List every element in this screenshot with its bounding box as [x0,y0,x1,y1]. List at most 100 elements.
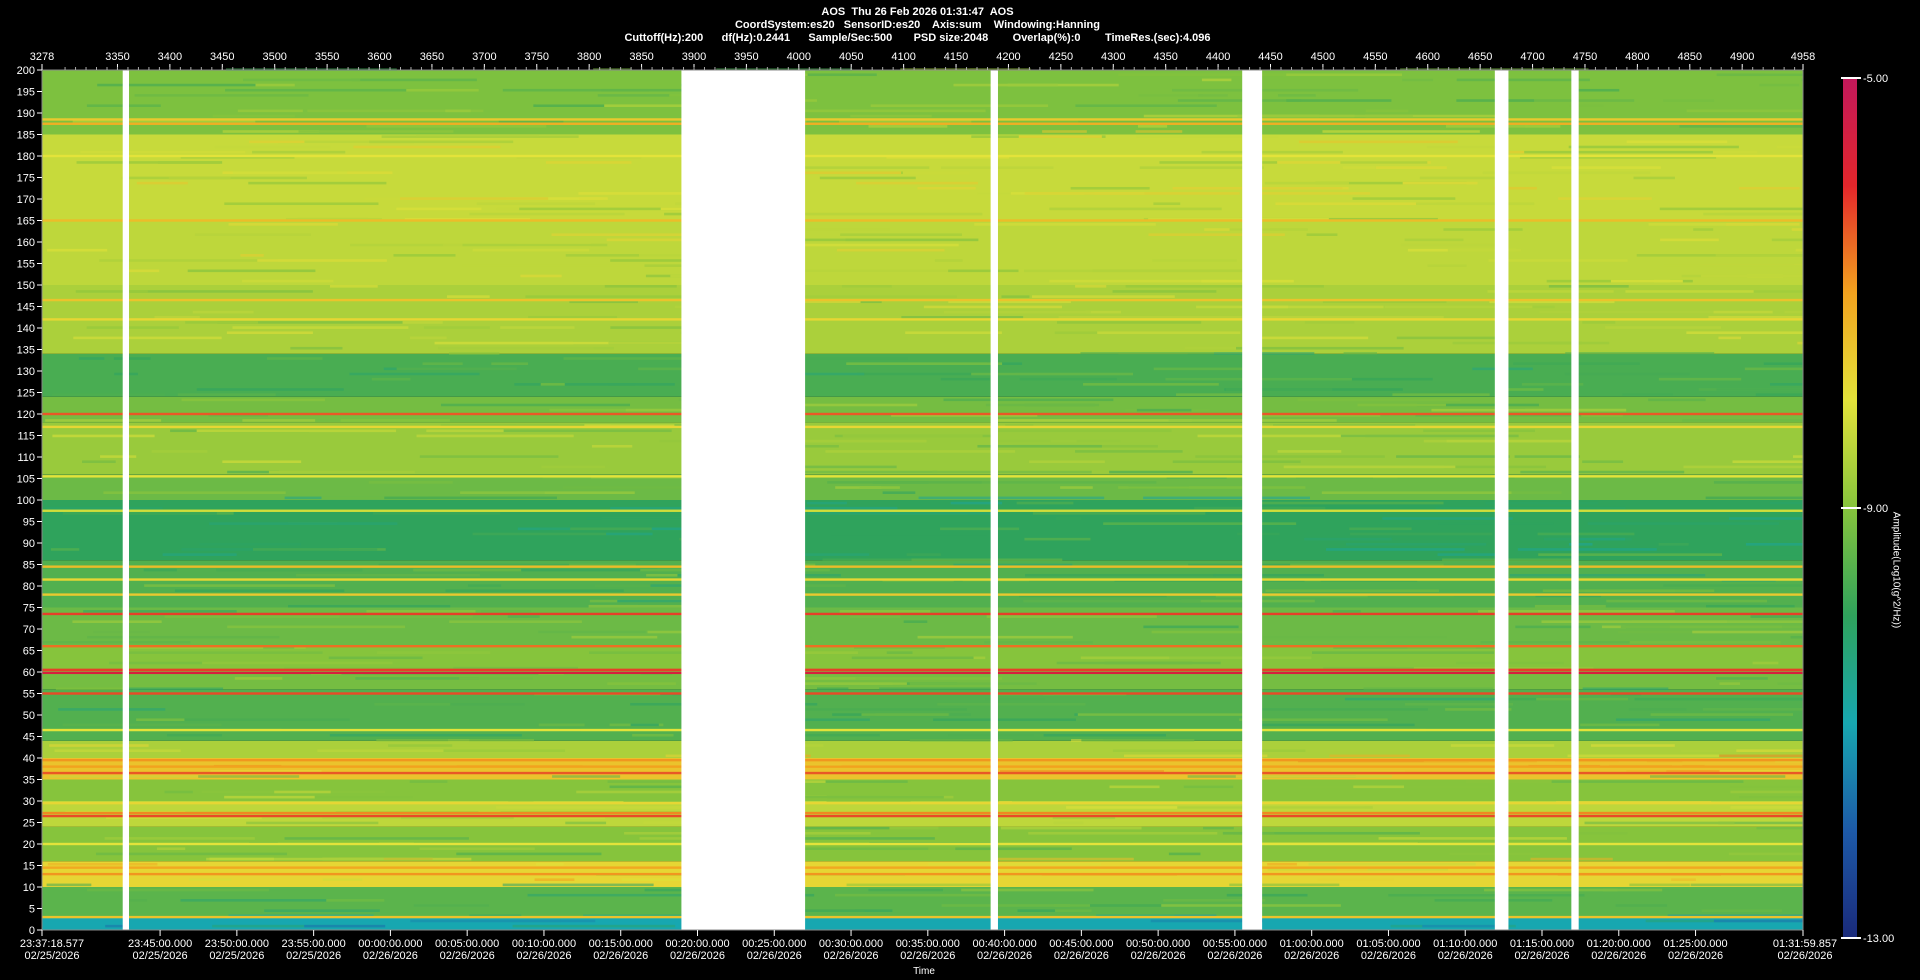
noise-cell [227,470,280,474]
noise-cell [1298,140,1458,144]
noise-cell [462,264,629,267]
noise-cell [1582,460,1624,464]
noise-cell [136,718,185,722]
noise-cell [934,259,963,262]
noise-cell [1273,424,1416,427]
top-tick-label: 4500 [1311,51,1335,63]
noise-cell [608,341,714,345]
noise-cell [761,847,929,851]
noise-cell [216,568,363,572]
noise-cell [1738,186,1800,190]
noise-cell [1443,228,1523,231]
top-tick-label: 4200 [996,51,1020,63]
noise-cell [578,197,608,200]
noise-cell [123,899,148,902]
noise-cell [1225,388,1333,391]
noise-cell [496,806,681,809]
noise-cell [933,718,1076,722]
noise-cell [781,171,901,175]
noise-cell [839,119,972,123]
noise-cell [1151,630,1262,634]
top-tick-label: 3278 [30,51,54,63]
spectral-line [42,842,1803,846]
time-tick-label: 00:40:00.000 [972,938,1036,950]
noise-cell [1482,171,1651,175]
spectral-line [42,872,1803,876]
top-tick-label: 4650 [1468,51,1492,63]
noise-cell [1017,909,1056,912]
noise-cell [1650,713,1794,716]
noise-cell [525,295,715,298]
colorbar-tick-label: -9.00 [1863,503,1888,515]
noise-cell [1183,785,1234,789]
y-tick-label: 25 [23,818,35,830]
noise-cell [1713,919,1803,923]
noise-cell [227,625,406,629]
noise-cell [886,156,1010,159]
noise-cell [1419,176,1505,180]
top-tick-label: 3850 [629,51,653,63]
noise-cell [1400,357,1481,360]
noise-cell [741,357,909,360]
noise-cell [598,254,724,257]
time-tick-label: 00:30:00.000 [819,938,883,950]
y-tick-label: 70 [23,624,35,636]
noise-cell [761,300,861,304]
colorbar-title: Amplitude(Log10(g^2/Hz)) [1890,511,1902,629]
noise-cell [1336,868,1368,871]
noise-cell [1345,543,1487,546]
noise-cell [1716,73,1803,77]
noise-cell [1109,785,1160,789]
noise-cell [1054,331,1104,335]
date-tick-label: 02/25/2026 [24,950,79,962]
noise-cell [1077,713,1243,716]
noise-cell [1184,346,1275,350]
noise-cell [1449,852,1540,856]
noise-cell [1738,795,1803,799]
noise-cell [151,450,208,453]
noise-cell [839,610,931,613]
noise-cell [971,372,1134,376]
noise-cell [419,455,559,458]
time-tick-label: 01:10:00.000 [1433,938,1497,950]
noise-cell [1489,300,1615,304]
noise-cell [1177,99,1302,102]
noise-cell [1343,352,1377,355]
y-tick-label: 110 [17,452,35,464]
noise-cell [1176,393,1261,396]
noise-cell [1329,754,1410,758]
noise-cell [850,114,932,118]
noise-cell [1177,806,1373,809]
background-band [42,560,1803,608]
date-tick-label: 02/26/2026 [1054,950,1109,962]
noise-cell [1658,377,1742,381]
noise-cell [415,135,540,138]
noise-cell [1434,899,1553,902]
noise-cell [646,573,678,577]
date-tick-label: 02/26/2026 [516,950,571,962]
noise-cell [413,568,522,572]
noise-cell [1261,708,1428,711]
noise-cell [406,88,479,92]
noise-cell [113,357,151,360]
time-tick-label: 00:55:00.000 [1203,938,1267,950]
y-tick-label: 15 [23,861,35,873]
noise-cell [1135,130,1183,133]
noise-cell [1590,744,1675,747]
noise-cell [393,254,456,257]
noise-cell [1136,135,1279,138]
noise-cell [586,517,775,520]
spectral-line [42,565,1803,568]
noise-cell [1494,186,1537,190]
date-tick-label: 02/26/2026 [1207,950,1262,962]
noise-cell [845,238,979,242]
noise-cell [399,197,549,200]
noise-cell [214,145,331,149]
noise-cell [1081,739,1195,742]
noise-cell [520,274,562,278]
noise-cell [1565,352,1715,355]
noise-cell [1446,439,1574,443]
noise-cell [563,486,713,489]
noise-cell [422,362,463,365]
noise-cell [1745,543,1803,546]
